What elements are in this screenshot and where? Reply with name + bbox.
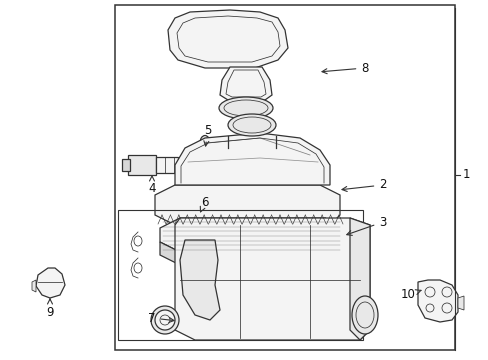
Text: 1: 1 [462, 168, 469, 181]
Text: 9: 9 [46, 299, 54, 319]
Polygon shape [160, 218, 345, 252]
Polygon shape [168, 10, 287, 68]
Bar [115, 5, 454, 350]
Text: 3: 3 [346, 216, 386, 235]
Bar [128, 155, 156, 175]
Polygon shape [175, 218, 369, 340]
Polygon shape [32, 280, 36, 292]
Text: 10: 10 [400, 288, 420, 302]
Polygon shape [417, 280, 457, 322]
Ellipse shape [155, 310, 175, 330]
Ellipse shape [200, 135, 209, 150]
Bar [122, 159, 130, 171]
Text: 8: 8 [322, 62, 368, 75]
Text: 5: 5 [203, 123, 211, 146]
Bar [156, 157, 178, 173]
Text: 2: 2 [341, 179, 386, 192]
Ellipse shape [351, 296, 377, 334]
Polygon shape [349, 218, 369, 340]
Polygon shape [36, 268, 65, 298]
Polygon shape [175, 133, 329, 185]
Ellipse shape [219, 97, 272, 119]
Polygon shape [457, 296, 463, 310]
Text: 7: 7 [148, 311, 174, 324]
Polygon shape [180, 240, 220, 320]
Ellipse shape [227, 114, 275, 136]
Ellipse shape [151, 306, 179, 334]
Text: 4: 4 [148, 176, 156, 194]
Polygon shape [160, 242, 334, 265]
Text: 6: 6 [200, 195, 208, 212]
Polygon shape [325, 218, 345, 265]
Polygon shape [220, 67, 271, 100]
Bar [118, 210, 362, 340]
Polygon shape [155, 185, 339, 225]
